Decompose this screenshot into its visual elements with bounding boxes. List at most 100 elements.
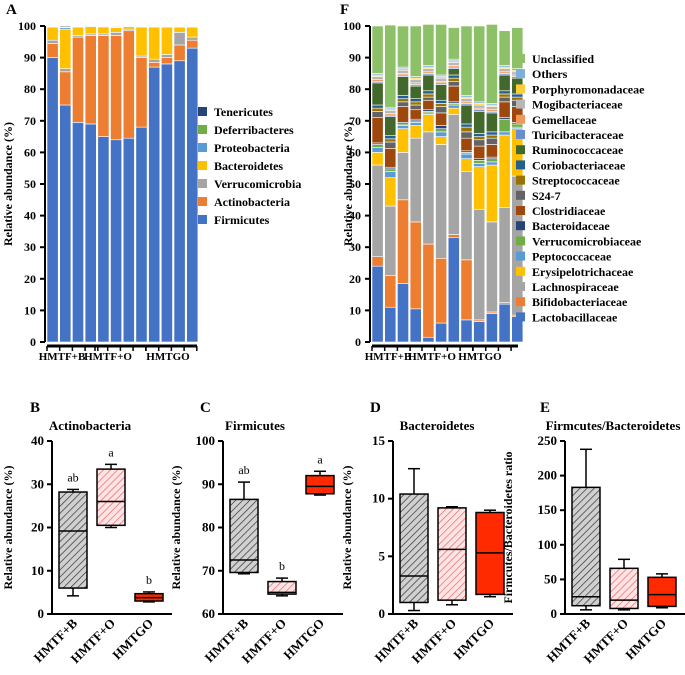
box-plot-ratio: Firmcutes/Bacteroidetes 0 50 100 150 200 250 Fi… xyxy=(501,418,685,666)
bar-segment xyxy=(460,137,473,152)
legend-swatch xyxy=(516,221,525,231)
bar-segment xyxy=(435,322,447,343)
legend-entry: Unclassified xyxy=(532,52,594,66)
legend-swatch xyxy=(516,175,525,185)
bar-segment xyxy=(173,60,186,343)
bar-segment xyxy=(397,199,409,284)
bar-segment xyxy=(447,77,460,82)
bar-segment xyxy=(173,32,186,46)
bar-segment xyxy=(447,62,460,66)
legend-entry: Lactobacillaceae xyxy=(532,310,618,324)
bar-segment xyxy=(148,62,161,68)
group-label: HMTGO xyxy=(458,351,502,363)
x-category-label: HMTGO xyxy=(450,616,497,663)
bar-segment xyxy=(447,237,460,343)
legend-entry: Bifidobacteriaceae xyxy=(532,295,628,309)
legend-entry: Firmicutes xyxy=(214,213,270,227)
bar-segment xyxy=(409,104,422,111)
y-tick-label: 15 xyxy=(372,433,386,448)
legend-swatch xyxy=(516,206,525,215)
y-tick-label: 100 xyxy=(18,19,36,33)
bar-segment xyxy=(447,107,460,115)
bar-segment xyxy=(409,221,422,310)
significance-letter: ab xyxy=(238,463,249,477)
bar-segment xyxy=(84,35,97,125)
bar-segment xyxy=(148,58,161,63)
bar-segment xyxy=(384,135,397,140)
bar-segment xyxy=(435,77,447,82)
bar-segment xyxy=(473,139,486,147)
bar-segment xyxy=(485,144,498,158)
y-tick-label: 50 xyxy=(544,571,557,586)
bar-segment xyxy=(473,166,486,210)
box xyxy=(229,498,259,574)
y-tick-label: 90 xyxy=(202,476,215,491)
y-tick-label: 100 xyxy=(538,537,558,552)
box xyxy=(267,580,297,595)
bar-segment xyxy=(371,152,384,166)
bar-segment xyxy=(371,144,384,148)
bar-segment xyxy=(422,93,435,98)
bar-segment xyxy=(422,68,435,73)
legend-swatch xyxy=(516,69,525,79)
bar-segment xyxy=(59,68,72,73)
bar-segment xyxy=(498,96,511,103)
bar-segment xyxy=(397,283,409,343)
panel-label-f: F xyxy=(340,2,349,18)
box xyxy=(399,493,429,604)
bar-segment xyxy=(384,171,397,178)
bar-segment xyxy=(409,308,422,343)
bar-segment xyxy=(371,76,384,81)
bar-segment xyxy=(447,68,460,76)
bar-segment xyxy=(498,68,511,73)
bar-segment xyxy=(460,259,473,321)
y-axis-title: Firmcutes/Bacteroidetes ratio xyxy=(501,451,515,603)
bar-segment xyxy=(498,134,511,209)
legend-entry: Mogibacteriaceae xyxy=(532,98,623,112)
significance-letter: b xyxy=(279,559,285,573)
bar-segment xyxy=(122,137,135,343)
bar-segment xyxy=(97,26,110,35)
bar-segment xyxy=(384,116,397,136)
y-tick-label: 80 xyxy=(349,82,361,96)
y-tick-label: 100 xyxy=(196,433,216,448)
bar-segment xyxy=(473,25,486,103)
y-tick-label: 20 xyxy=(31,520,44,535)
bar-segment xyxy=(384,110,397,114)
bar-segment xyxy=(460,123,473,128)
bar-segment xyxy=(473,321,486,343)
bar-segment xyxy=(122,30,135,139)
legend-entry: Erysipelotrichaceae xyxy=(532,265,634,279)
bar-segment xyxy=(485,158,498,163)
y-tick-label: 30 xyxy=(349,240,361,254)
legend-entry: Bacteroidetes xyxy=(214,159,283,173)
y-tick-label: 80 xyxy=(24,82,36,96)
bar-segment xyxy=(511,123,524,128)
y-tick-label: 70 xyxy=(349,114,361,128)
y-tick-label: 200 xyxy=(538,468,558,483)
legend-swatch xyxy=(516,84,525,94)
legend-entry: Peptococcaceae xyxy=(532,250,612,264)
bar-segment xyxy=(460,126,473,133)
bar-segment xyxy=(498,131,511,136)
bar-segment xyxy=(409,101,422,106)
bar-segment xyxy=(97,35,110,137)
bar-segment xyxy=(460,158,473,172)
bar-segment xyxy=(435,103,447,107)
bar-segment xyxy=(397,98,409,103)
bar-segment xyxy=(397,106,409,123)
bar-segment xyxy=(460,131,473,139)
bar-segment xyxy=(409,122,422,126)
y-tick-label: 80 xyxy=(202,520,215,535)
bar-segment xyxy=(447,114,460,235)
bar-segment xyxy=(161,27,173,55)
y-tick-label: 50 xyxy=(349,177,361,191)
x-category-label: HMTGO xyxy=(109,616,156,663)
bar-segment xyxy=(498,93,511,98)
bar-segment xyxy=(460,171,473,261)
group-label: HMTF+O xyxy=(408,351,456,363)
y-tick-label: 30 xyxy=(24,240,36,254)
legend-entry: Clostridiaceae xyxy=(532,204,606,218)
y-tick-label: 150 xyxy=(538,502,558,517)
y-tick-label: 30 xyxy=(31,476,44,491)
